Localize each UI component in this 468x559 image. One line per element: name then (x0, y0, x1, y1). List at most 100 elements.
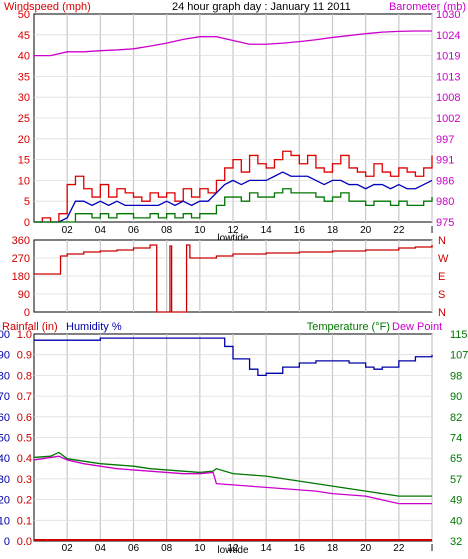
compass-tick-label: N (438, 235, 446, 247)
temp-y-tick-label: 65 (450, 453, 462, 465)
wind-x-tick-label: 06 (128, 225, 140, 236)
rain-y-tick-label: 0.3 (17, 474, 32, 486)
temperature-label: Temperature (°F) (307, 321, 390, 333)
wind-y-tick-label: 10 (18, 175, 30, 187)
baro-y-tick-label: 997 (436, 134, 454, 146)
rain-y-tick-label: 0.5 (17, 433, 32, 445)
humidity-y-tick-label: 70 (0, 391, 10, 403)
rain-y-tick-label: 0.8 (17, 370, 32, 382)
wind-x-tick-label: 08 (161, 225, 173, 236)
temp-y-tick-label: 98 (450, 370, 462, 382)
temp-x-tick-label: 18 (327, 543, 339, 554)
wind-direction-line (34, 244, 433, 313)
chart-title: 24 hour graph day : January 11 2011 (172, 1, 351, 13)
temp-x-tick-label: 06 (128, 543, 140, 554)
rainfall-label: Rainfall (in) (2, 321, 58, 333)
compass-tick-label: N (438, 307, 446, 319)
wind-x-tick-label: 18 (327, 225, 339, 236)
wind-y-tick-label: 5 (24, 196, 30, 208)
rain-y-tick-label: 0.6 (17, 412, 32, 424)
baro-y-tick-label: 1008 (436, 92, 460, 104)
rain-y-tick-label: 1.0 (17, 329, 32, 341)
rain-y-tick-label: 0.4 (17, 453, 32, 465)
wind-min-line (34, 188, 433, 223)
direction-y-tick-label: 270 (12, 253, 30, 265)
temp-x-tick-label: I (431, 543, 434, 554)
temp-y-tick-label: 82 (450, 412, 462, 424)
humidity-y-tick-label: 10 (0, 515, 10, 527)
compass-tick-label: W (438, 253, 449, 265)
wind-y-tick-label: 45 (18, 30, 30, 42)
humidity-y-tick-label: 20 (0, 495, 10, 507)
wind-x-tick-label: 14 (261, 225, 273, 236)
temp-x-tick-label: 12 (227, 543, 239, 554)
compass-tick-label: S (438, 289, 445, 301)
barometer-line (34, 30, 432, 57)
direction-y-tick-label: 180 (12, 271, 30, 283)
temp-x-tick-label: 20 (360, 543, 372, 554)
windspeed-label: Windspeed (mph) (4, 1, 91, 13)
rain-y-tick-label: 0.2 (17, 495, 32, 507)
temp-y-tick-label: 115 (450, 329, 468, 341)
humidity-y-tick-label: 80 (0, 370, 10, 382)
temp-x-tick-label: 10 (194, 543, 206, 554)
baro-y-tick-label: 1030 (436, 9, 460, 21)
baro-y-tick-label: 991 (436, 155, 454, 167)
direction-y-tick-label: 90 (18, 289, 30, 301)
wind-y-tick-label: 15 (18, 155, 30, 167)
temp-x-tick-label: 04 (95, 543, 107, 554)
barometer-label: Barometer (mb) (389, 1, 466, 13)
temp-x-tick-label: 14 (261, 543, 273, 554)
baro-y-tick-label: 1019 (436, 51, 460, 63)
wind-x-tick-label: 12 (227, 225, 239, 236)
humidity-y-tick-label: 40 (0, 453, 10, 465)
rain-y-tick-label: 0.9 (17, 350, 32, 362)
dewpoint-label: Dew Point (392, 321, 442, 333)
wind-x-tick-label: 02 (62, 225, 74, 236)
dewpoint-line (33, 455, 432, 505)
baro-y-tick-label: 986 (436, 175, 454, 187)
humidity-y-tick-label: 0 (4, 536, 10, 548)
wind-x-tick-label: 04 (95, 225, 107, 236)
wind-y-tick-label: 50 (18, 9, 30, 21)
wind-x-tick-label: 22 (393, 225, 405, 236)
humidity-label: Humidity % (66, 321, 122, 333)
temp-x-tick-label: 08 (161, 543, 173, 554)
humidity-y-tick-label: 60 (0, 412, 10, 424)
wind-y-tick-label: 35 (18, 71, 30, 83)
rain-y-tick-label: 0.1 (17, 515, 32, 527)
direction-y-tick-label: 360 (12, 235, 30, 247)
temp-y-tick-label: 90 (450, 391, 462, 403)
baro-y-tick-label: 975 (436, 217, 454, 229)
baro-y-tick-label: 980 (436, 196, 454, 208)
rain-y-tick-label: 0.7 (17, 391, 32, 403)
x-axis-label-bottom: lowtide (217, 545, 249, 556)
temp-y-tick-label: 74 (450, 433, 462, 445)
humidity-y-tick-label: 50 (0, 433, 10, 445)
humidity-y-tick-label: 90 (0, 350, 10, 362)
wind-y-tick-label: 0 (24, 217, 30, 229)
temp-y-tick-label: 57 (450, 474, 462, 486)
temp-y-tick-label: 40 (450, 515, 462, 527)
temp-x-tick-label: 02 (62, 543, 74, 554)
wind-x-tick-label: 10 (194, 225, 206, 236)
wind-y-tick-label: 20 (18, 134, 30, 146)
temp-y-tick-label: 32 (450, 536, 462, 548)
temp-x-tick-label: 16 (294, 543, 306, 554)
wind-average-line (34, 171, 433, 223)
wind-gust-line (34, 150, 433, 223)
humidity-line (34, 337, 433, 377)
baro-y-tick-label: 1024 (436, 30, 460, 42)
direction-y-tick-label: 0 (24, 307, 30, 319)
temperature-line (33, 451, 432, 497)
wind-x-tick-label: 16 (294, 225, 306, 236)
humidity-y-tick-label: 30 (0, 474, 10, 486)
wind-y-tick-label: 30 (18, 92, 30, 104)
humidity-y-tick-label: 100 (0, 329, 10, 341)
baro-y-tick-label: 1013 (436, 71, 460, 83)
baro-y-tick-label: 1002 (436, 113, 460, 125)
compass-tick-label: E (438, 271, 445, 283)
temp-y-tick-label: 107 (450, 350, 468, 362)
wind-x-tick-label: I (431, 225, 434, 236)
